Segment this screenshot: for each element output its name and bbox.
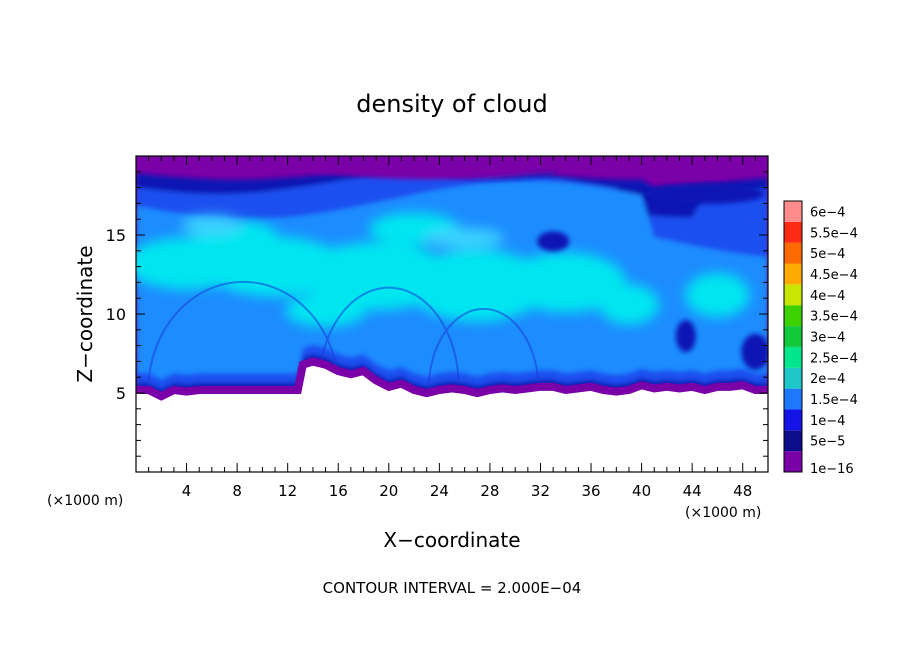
cloud-base-rim bbox=[136, 357, 768, 401]
colorbar-label: 5e−5 bbox=[810, 435, 845, 450]
y-axis-label: Z−coordinate bbox=[73, 245, 97, 382]
x-tick-label: 4 bbox=[182, 482, 192, 500]
density-core-blob bbox=[407, 249, 548, 322]
colorbar-label: 3.5e−4 bbox=[810, 310, 858, 325]
density-eddy bbox=[741, 333, 768, 370]
x-tick-labels: 4 8 12 16 20 24 28 32 36 40 44 48 bbox=[182, 482, 752, 500]
x-tick-label: 44 bbox=[683, 482, 702, 500]
x-tick-label: 48 bbox=[733, 482, 752, 500]
colorbar-swatch bbox=[784, 326, 802, 347]
x-tick-label: 32 bbox=[531, 482, 550, 500]
colorbar-swatch bbox=[784, 388, 802, 410]
y-tick-labels: 5 10 15 bbox=[106, 226, 126, 403]
colorbar-label: 4e−4 bbox=[810, 289, 845, 304]
plume-arc bbox=[147, 280, 340, 390]
density-core-blob bbox=[285, 294, 366, 327]
colorbar-label: 4.5e−4 bbox=[810, 268, 858, 283]
density-eddies bbox=[136, 156, 768, 370]
x-unit-label-right: (×1000 m) bbox=[685, 505, 761, 521]
x-tick-label: 24 bbox=[430, 482, 449, 500]
density-core-blob bbox=[598, 284, 659, 325]
colorbar-label: 6e−4 bbox=[810, 205, 845, 220]
x-tick-label: 8 bbox=[232, 482, 242, 500]
colorbar-swatch bbox=[784, 284, 802, 306]
x-tick-label: 16 bbox=[329, 482, 348, 500]
colorbar: 1e−16 5e−5 1e−4 1.5e−4 2e−4 2.5e−4 3e−4 3.5e−4 4… bbox=[783, 200, 858, 477]
colorbar-swatch bbox=[784, 201, 802, 222]
contour-interval-note: CONTOUR INTERVAL = 2.000E−04 bbox=[323, 579, 582, 597]
x-tick-label: 40 bbox=[632, 482, 651, 500]
colorbar-swatch bbox=[784, 221, 802, 243]
colorbar-label: 1e−16 bbox=[810, 462, 854, 477]
x-axis-label: X−coordinate bbox=[383, 528, 520, 552]
colorbar-swatch bbox=[784, 367, 802, 389]
colorbar-label: 3e−4 bbox=[810, 331, 845, 346]
density-light-blob bbox=[424, 228, 505, 249]
density-core-blob bbox=[505, 252, 626, 313]
colorbar-label: 2e−4 bbox=[810, 372, 845, 387]
colorbar-label: 2.5e−4 bbox=[810, 351, 858, 366]
clear-air-region bbox=[136, 364, 768, 472]
density-core-blob bbox=[685, 273, 750, 318]
plume-arc bbox=[427, 307, 540, 390]
density-eddy bbox=[537, 231, 570, 252]
colorbar-swatch bbox=[784, 242, 802, 264]
x-tick-label: 36 bbox=[581, 482, 600, 500]
cloud-density-field bbox=[136, 156, 768, 472]
density-eddy bbox=[644, 183, 765, 204]
colorbar-swatch bbox=[784, 430, 802, 452]
y-tick-label: 15 bbox=[106, 226, 126, 245]
axis-ticks bbox=[136, 156, 768, 472]
colorbar-swatch bbox=[784, 305, 802, 327]
colorbar-swatch bbox=[784, 346, 802, 368]
y-tick-label: 10 bbox=[106, 305, 126, 324]
colorbar-frame bbox=[783, 200, 803, 473]
x-tick-label: 20 bbox=[379, 482, 398, 500]
colorbar-swatch bbox=[784, 263, 802, 285]
colorbar-swatch bbox=[784, 451, 802, 472]
x-tick-label: 12 bbox=[278, 482, 297, 500]
colorbar-label: 5e−4 bbox=[810, 247, 845, 262]
plume-arc bbox=[317, 286, 460, 387]
y-tick-label: 5 bbox=[116, 384, 126, 403]
density-core bbox=[136, 212, 750, 327]
colorbar-swatch bbox=[784, 409, 802, 431]
x-unit-label-left: (×1000 m) bbox=[47, 493, 123, 509]
top-violet-band bbox=[136, 156, 768, 180]
density-light-blob bbox=[181, 215, 242, 236]
chart-title: density of cloud bbox=[356, 90, 547, 118]
colorbar-label: 5.5e−4 bbox=[810, 226, 858, 241]
x-tick-label: 28 bbox=[480, 482, 499, 500]
colorbar-label: 1e−4 bbox=[810, 414, 845, 429]
plume-arcs bbox=[147, 280, 540, 390]
density-eddy bbox=[675, 320, 696, 353]
colorbar-label: 1.5e−4 bbox=[810, 393, 858, 408]
